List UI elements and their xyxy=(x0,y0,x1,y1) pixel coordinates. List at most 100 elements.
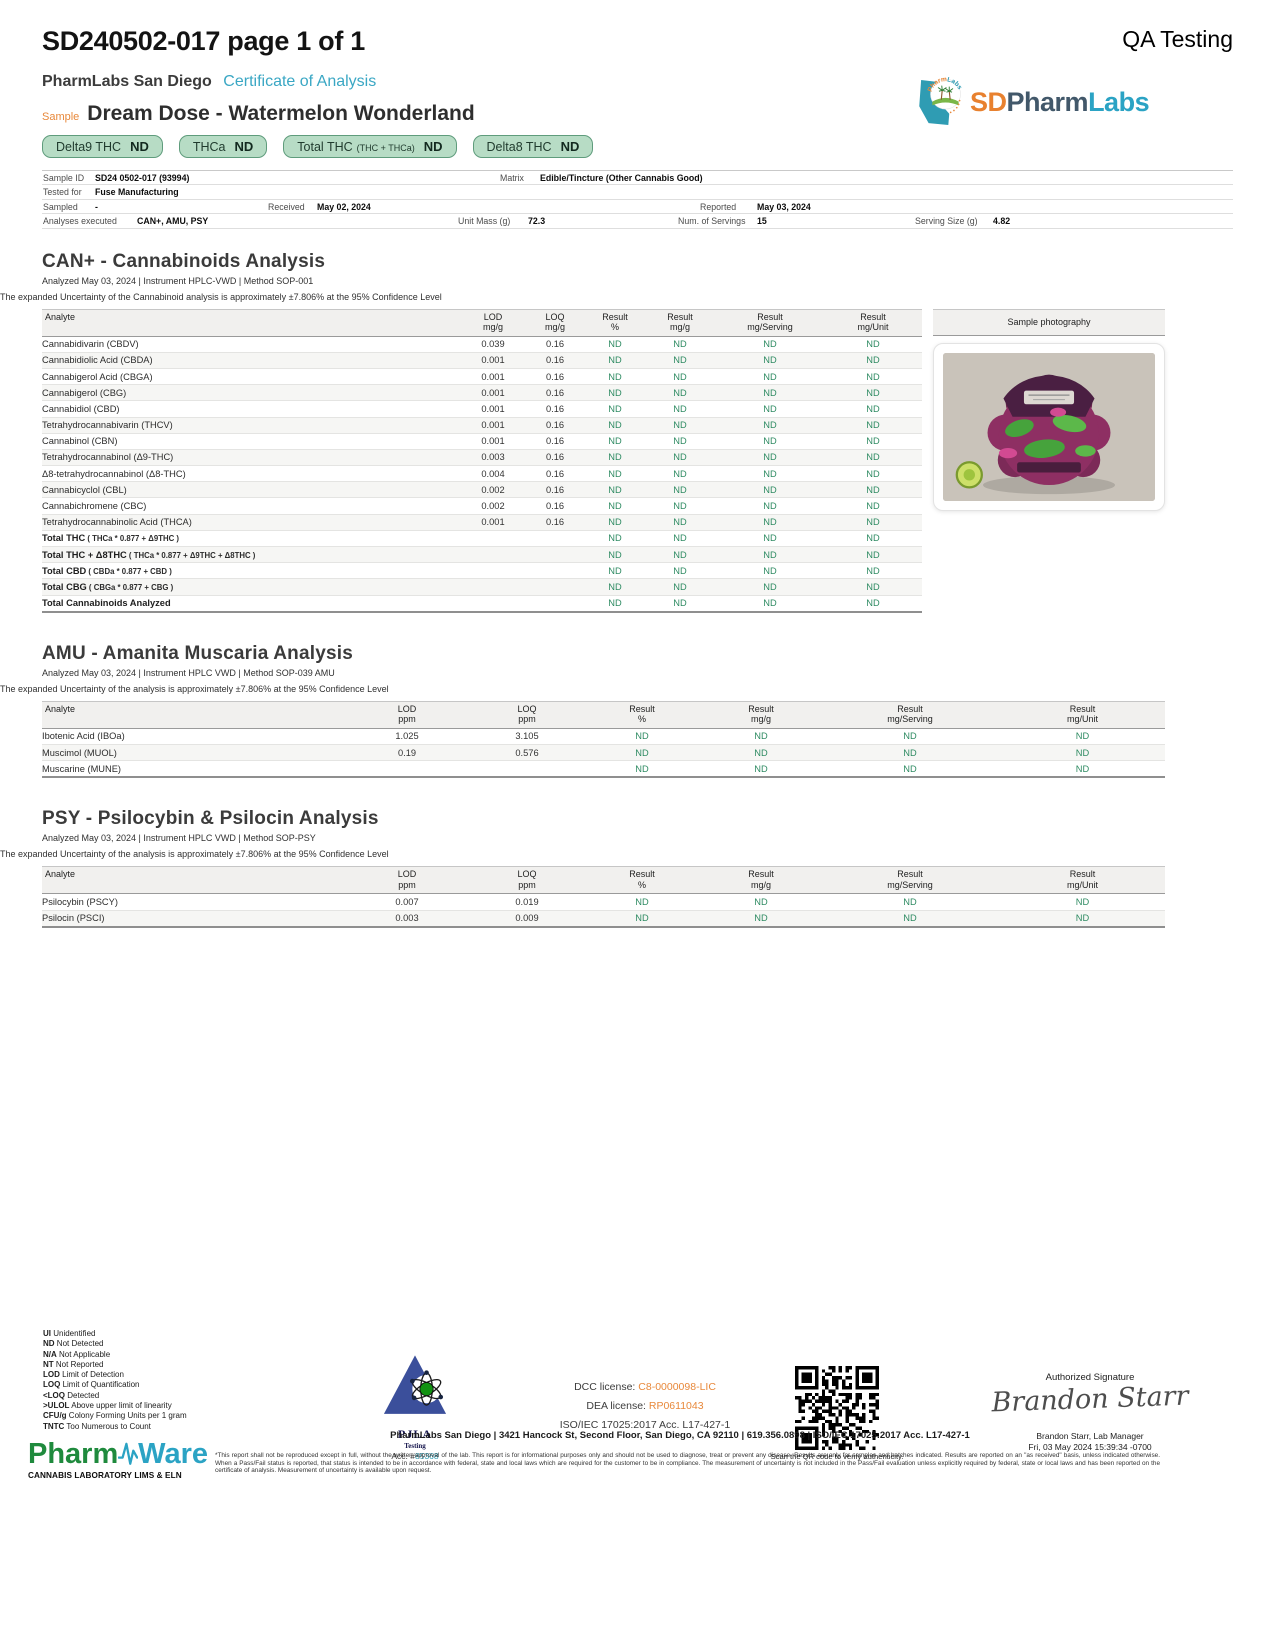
table-row: Cannabinol (CBN) 0.001 0.16 ND ND ND ND xyxy=(42,433,922,450)
table-row: Total CBG ( CBGa * 0.877 + CBG ) ND ND ND ND xyxy=(42,578,922,596)
result-cell: 0.16 xyxy=(524,465,586,483)
analyte-cell: Cannabidiol (CBD) xyxy=(42,400,462,418)
result-cell xyxy=(524,546,586,564)
result-cell: ND xyxy=(586,578,644,596)
dcc-license-line: DCC license: C8-0000098-LIC xyxy=(574,1381,716,1393)
legend-item: ND Not Detected xyxy=(43,1339,104,1349)
can-table-area: Analyte LOD mg/g LOQ mg/g Result% Result mg/g R… xyxy=(42,308,1233,613)
column-header: Result mg/Serving xyxy=(820,866,1000,895)
pjla-logo-icon xyxy=(383,1355,447,1414)
table-row: Tetrahydrocannabinol (Δ9-THC) 0.003 0.16 ND… xyxy=(42,449,922,467)
pharmware-ware: Ware xyxy=(138,1438,208,1470)
result-cell: 0.16 xyxy=(524,417,586,434)
sdpharmlabs-logo: PharmLabs SDPharmLabs xyxy=(908,76,1150,129)
result-cell: 0.16 xyxy=(524,384,586,402)
result-cell: ND xyxy=(586,595,644,613)
info-row: Sample ID SD24 0502-017 (93994) Matrix E… xyxy=(42,171,1233,186)
unit-mass-value: 72.3 xyxy=(528,216,546,227)
result-cell: ND xyxy=(586,352,644,369)
result-cell: ND xyxy=(644,417,716,434)
analyses-value: CAN+, AMU, PSY xyxy=(137,216,209,227)
result-cell: ND xyxy=(702,893,820,911)
info-row: Sampled - Received May 02, 2024 Reported… xyxy=(42,200,1233,215)
result-cell xyxy=(462,562,524,580)
result-cell: ND xyxy=(586,497,644,515)
table-row: Muscimol (MUOL) 0.19 0.576 ND ND ND ND xyxy=(42,744,1165,762)
logo-pharm: Pharm xyxy=(1006,87,1089,117)
result-cell: ND xyxy=(824,368,922,386)
result-cell: ND xyxy=(820,728,1000,745)
reported-label: Reported xyxy=(700,201,737,212)
result-cell: ND xyxy=(824,449,922,467)
column-header: Result% xyxy=(582,700,702,729)
table-row: Tetrahydrocannabivarin (THCV) 0.001 0.16 ND… xyxy=(42,417,922,434)
tested-for-value: Fuse Manufacturing xyxy=(95,187,179,198)
result-cell: ND xyxy=(644,384,716,402)
dea-license-value: RP0611043 xyxy=(648,1400,704,1412)
column-header: Result mg/Unit xyxy=(1000,866,1165,895)
legend-item: NT Not Reported xyxy=(43,1359,104,1369)
pjla-accreditation: PJLA Testing Acc. #85368 xyxy=(360,1350,470,1461)
lab-name: PharmLabs San Diego xyxy=(42,73,212,90)
column-header: Result% xyxy=(582,866,702,895)
thc-badge: Total THC (THC + THCa) ND xyxy=(283,135,457,158)
sample-photo-bag xyxy=(943,352,1155,501)
result-cell: ND xyxy=(586,514,644,531)
result-cell: ND xyxy=(824,497,922,515)
analyte-cell: Total THC ( THCa * 0.877 + Δ9THC ) xyxy=(42,530,462,548)
result-cell: ND xyxy=(824,417,922,434)
column-header: Analyte xyxy=(42,700,342,729)
analyte-cell: Total CBD ( CBDa * 0.877 + CBD ) xyxy=(42,562,462,580)
analyte-cell: Total THC + Δ8THC ( THCa * 0.877 + Δ9THC… xyxy=(42,546,462,564)
pharmware-logo: Pharm Ware CANNABIS LABORATORY LIMS & ELN xyxy=(28,1437,208,1480)
legend-item: LOQ Limit of Quantification xyxy=(43,1380,140,1390)
analyte-cell: Δ8-tetrahydrocannabinol (Δ8-THC) xyxy=(42,465,462,483)
result-cell: 0.16 xyxy=(524,336,586,353)
analyte-cell: Tetrahydrocannabivarin (THCV) xyxy=(42,417,462,434)
result-cell xyxy=(342,760,472,779)
result-cell xyxy=(524,578,586,596)
result-cell: ND xyxy=(824,530,922,548)
analyte-cell: Cannabichromene (CBC) xyxy=(42,497,462,515)
sampled-label: Sampled xyxy=(43,201,78,212)
sample-photo-card xyxy=(933,342,1165,511)
thc-badges: Delta9 THC ND THCa ND Total THC (THC + THCa) N… xyxy=(0,126,1275,158)
table-row: Total CBD ( CBDa * 0.877 + CBD ) ND ND ND ND xyxy=(42,562,922,580)
result-cell: ND xyxy=(582,728,702,745)
result-cell: 0.16 xyxy=(524,352,586,369)
result-cell: ND xyxy=(716,481,824,499)
result-cell: ND xyxy=(824,384,922,402)
result-cell: 0.003 xyxy=(342,910,472,928)
result-cell: 0.576 xyxy=(472,744,582,762)
result-cell: ND xyxy=(824,546,922,564)
matrix-label: Matrix xyxy=(500,173,524,183)
result-cell: ND xyxy=(644,497,716,515)
result-cell: 0.001 xyxy=(462,433,524,450)
result-cell: ND xyxy=(820,744,1000,762)
license-block: DCC license: C8-0000098-LIC DEA license:… xyxy=(520,1381,770,1438)
amu-section-meta: Analyzed May 03, 2024 | Instrument HPLC … xyxy=(42,667,335,678)
qr-caption: Scan the QR code to verify authenticity. xyxy=(770,1452,904,1461)
column-header: Result mg/g xyxy=(644,308,716,337)
result-cell: ND xyxy=(1000,760,1165,779)
result-cell: ND xyxy=(702,728,820,745)
result-cell: ND xyxy=(716,400,824,418)
result-cell xyxy=(524,530,586,548)
legend-item: UI Unidentified xyxy=(43,1329,96,1338)
result-cell: ND xyxy=(644,595,716,613)
thc-badge: Delta8 THC ND xyxy=(472,135,594,158)
psilocybin-table: Analyte LOD ppm LOQ ppm Result% Result mg/g Res… xyxy=(42,866,1165,928)
analyte-cell: Muscarine (MUNE) xyxy=(42,760,342,779)
result-cell: ND xyxy=(586,481,644,499)
serving-size-value: 4.82 xyxy=(993,216,1011,227)
column-header: Analyte xyxy=(42,866,342,895)
result-cell: ND xyxy=(716,433,824,450)
result-cell: ND xyxy=(824,514,922,531)
signature-datetime: Fri, 03 May 2024 15:39:34 -0700 xyxy=(1028,1442,1152,1452)
result-cell: ND xyxy=(716,578,824,596)
pulse-wave-icon xyxy=(118,1442,139,1465)
result-cell: ND xyxy=(586,465,644,483)
psy-section-note: The expanded Uncertainty of the analysis… xyxy=(0,849,389,860)
can-section-note: The expanded Uncertainty of the Cannabin… xyxy=(0,291,442,302)
